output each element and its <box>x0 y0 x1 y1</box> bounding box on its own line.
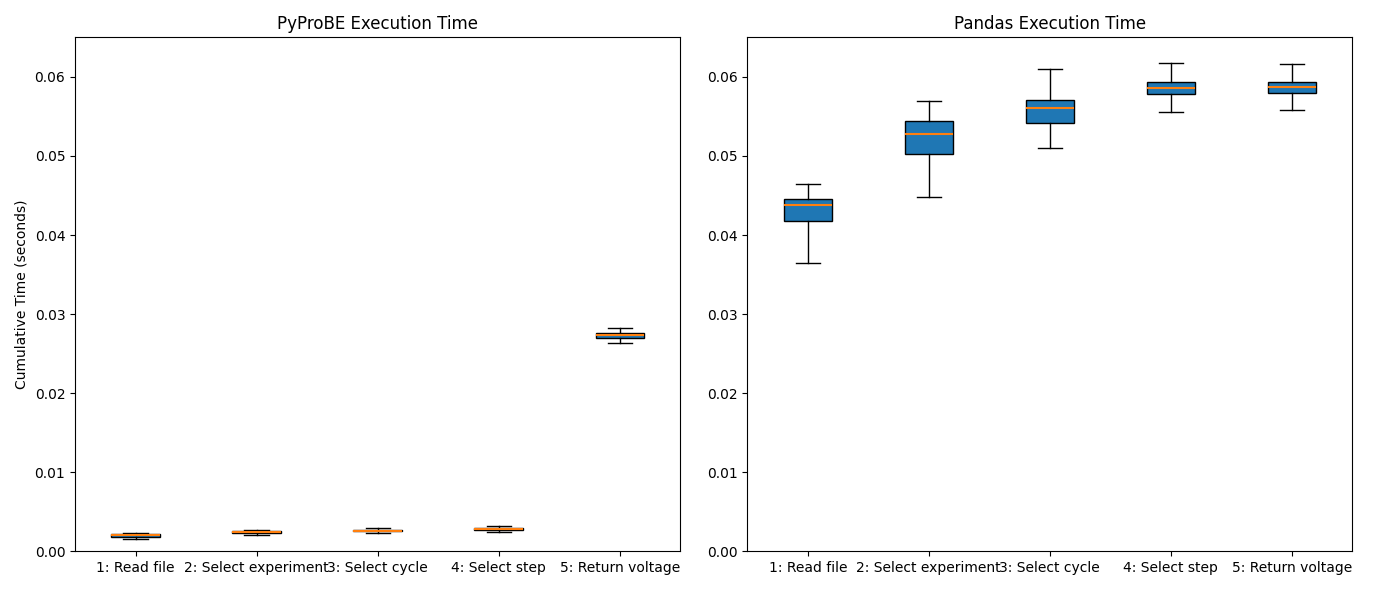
PathPatch shape <box>905 121 953 155</box>
PathPatch shape <box>353 530 401 532</box>
PathPatch shape <box>1147 81 1196 94</box>
Title: PyProBE Execution Time: PyProBE Execution Time <box>277 15 479 33</box>
PathPatch shape <box>783 199 832 221</box>
PathPatch shape <box>596 333 644 338</box>
PathPatch shape <box>1026 100 1074 123</box>
PathPatch shape <box>112 535 160 537</box>
Title: Pandas Execution Time: Pandas Execution Time <box>954 15 1146 33</box>
PathPatch shape <box>474 528 523 530</box>
PathPatch shape <box>233 531 281 533</box>
Y-axis label: Cumulative Time (seconds): Cumulative Time (seconds) <box>15 199 29 389</box>
PathPatch shape <box>1267 81 1316 93</box>
